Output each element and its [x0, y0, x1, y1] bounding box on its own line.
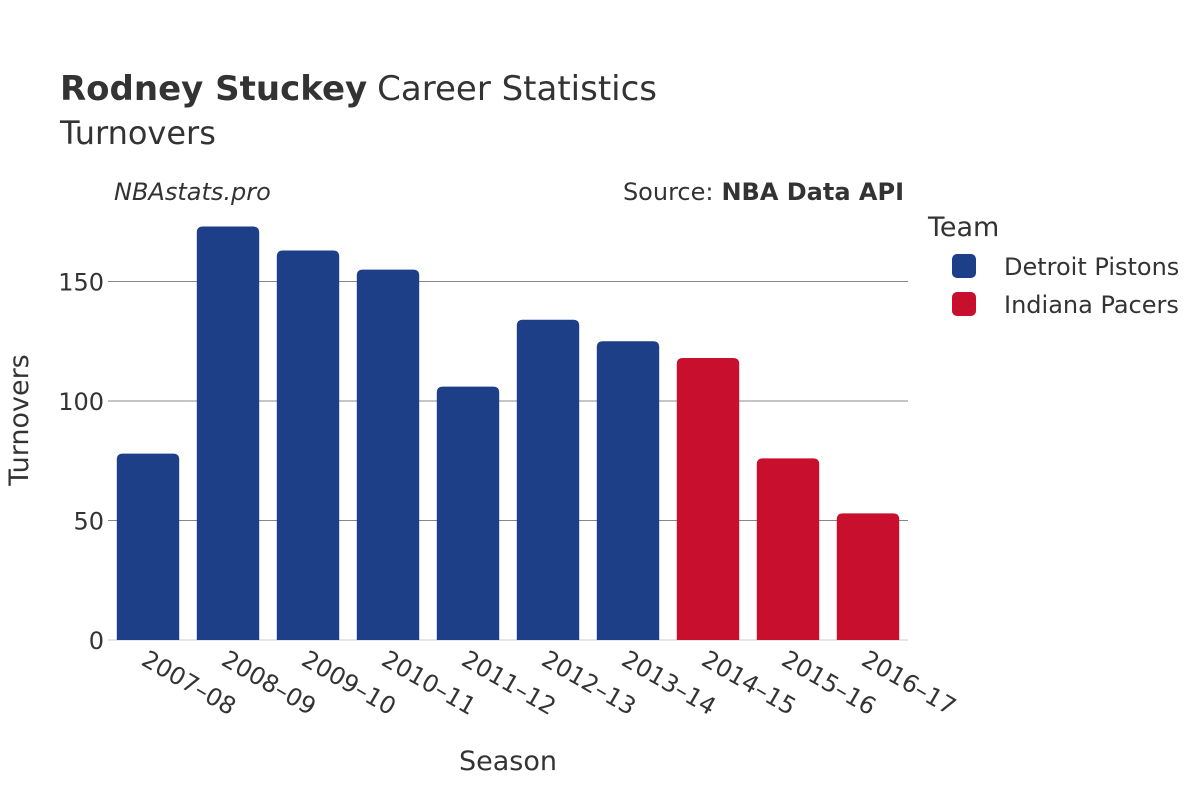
legend-swatch [952, 254, 976, 278]
legend-swatch [952, 292, 976, 316]
bar-2016–17 [836, 513, 900, 640]
y-tick-label: 0 [89, 627, 104, 655]
bar-2015–16 [756, 458, 820, 640]
legend: Team Detroit Pistons Indiana Pacers [927, 212, 1179, 319]
bars [116, 226, 900, 640]
y-tick-labels: 0 50 100 150 [58, 269, 104, 655]
y-tick-label: 50 [73, 508, 104, 536]
legend-label: Detroit Pistons [1004, 253, 1179, 281]
watermark: NBAstats.pro [114, 178, 271, 206]
bar-2007–08 [116, 453, 180, 640]
bar-2011–12 [436, 386, 500, 640]
legend-label: Indiana Pacers [1004, 291, 1179, 319]
source-credit: Source: NBA Data API [623, 178, 904, 206]
source-name: NBA Data API [721, 178, 904, 206]
chart-subtitle: Turnovers [59, 114, 216, 152]
bar-2008–09 [196, 226, 260, 640]
legend-title: Team [927, 212, 999, 243]
source-label: Source: [623, 178, 714, 206]
bar-2014–15 [676, 358, 740, 640]
chart-title-player: Rodney Stuckey [60, 69, 367, 109]
x-axis-title: Season [459, 746, 557, 777]
bar-2012–13 [516, 319, 580, 640]
chart-title-rest: Career Statistics [377, 69, 657, 109]
chart-title: Rodney Stuckey Career Statistics [60, 69, 657, 109]
bar-2013–14 [596, 341, 660, 640]
y-axis-title: Turnovers [4, 354, 35, 487]
y-tick-label: 150 [58, 269, 104, 297]
bar-2009–10 [276, 250, 340, 640]
y-tick-label: 100 [58, 388, 104, 416]
bar-2010–11 [356, 269, 420, 640]
x-tick-labels: 2007–082008–092009–102010–112011–122012–… [137, 645, 961, 721]
